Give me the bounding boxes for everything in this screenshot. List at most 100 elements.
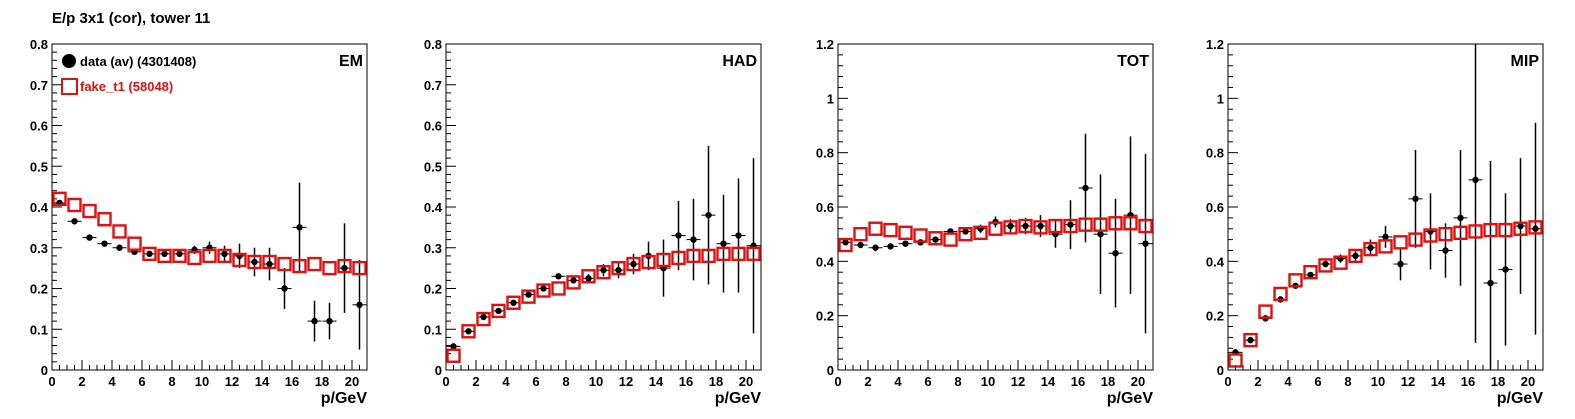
y-tick-label: 0.5 [30, 159, 48, 174]
fake-point [581, 269, 596, 284]
data-point [585, 275, 592, 282]
x-tick-label: 6 [532, 374, 539, 389]
y-tick-label: 1.2 [816, 37, 834, 52]
fake-point [1468, 224, 1483, 239]
fake-point [476, 311, 491, 327]
data-point [1367, 244, 1374, 251]
data-point [675, 232, 682, 239]
fake-point [853, 226, 868, 242]
fake-point [1303, 265, 1318, 280]
y-tick-label: 1 [1217, 91, 1224, 106]
y-tick-label: 0 [1217, 363, 1224, 378]
x-tick-label: 6 [924, 374, 931, 389]
legend: data (av) (4301408) fake_t1 (58048) [61, 54, 196, 95]
fake-point [611, 260, 626, 276]
x-tick-label: 20 [1521, 374, 1535, 389]
fake-point [277, 256, 292, 272]
fake-point [461, 324, 476, 339]
fake-point [1003, 220, 1018, 235]
fake-point [898, 225, 913, 241]
panel-had: 0 0.1 0.2 0.3 0.4 0.5 0.6 0.7 0.8 0 2 4 6 8 10 12 14 16 18… [424, 37, 762, 407]
fake-point [202, 248, 217, 264]
x-axis-label: p/GeV [715, 390, 762, 407]
plot-frame [837, 43, 1154, 371]
x-tick-label: 0 [442, 374, 449, 389]
fake-point [97, 212, 112, 227]
data-point [932, 236, 939, 243]
fake-point [1498, 222, 1513, 238]
x-tick-label: 14 [1041, 374, 1056, 389]
fake-point [1273, 286, 1288, 302]
data-point [1382, 233, 1389, 241]
data-point [1532, 225, 1539, 232]
x-tick-label: 0 [834, 374, 841, 389]
data-point [1352, 252, 1359, 260]
fake-point [292, 258, 307, 274]
data-point [720, 240, 727, 247]
x-tick-label: 16 [679, 374, 693, 389]
data-point [555, 273, 562, 280]
fake-point [1093, 217, 1108, 232]
fake-point [1378, 239, 1393, 254]
x-tick-label: 8 [562, 374, 569, 389]
data-point [1412, 195, 1419, 203]
data-point [540, 285, 547, 292]
fake-point [52, 191, 67, 207]
fake-point [1513, 221, 1528, 236]
fake-point [232, 252, 247, 268]
x-tick-label: 12 [225, 374, 239, 389]
data-point [525, 291, 532, 298]
fake-point [521, 289, 536, 304]
fake-point [82, 203, 97, 219]
y-tick-label: 0.6 [816, 200, 834, 215]
y-tick-label: 1 [827, 91, 834, 106]
y-tick-label: 0.4 [816, 254, 835, 269]
fake-point [1528, 220, 1543, 235]
panel-tot: 0 0.2 0.4 0.6 0.8 1 1.2 0 2 4 6 8 10 12 14 16 18 20p/GeV T… [816, 37, 1154, 407]
data-point [146, 250, 153, 258]
data-point [251, 258, 258, 266]
data-point [872, 244, 879, 251]
fake-point [322, 260, 337, 276]
data-point [600, 266, 607, 274]
fake-point [1408, 232, 1423, 247]
fake-point [1078, 217, 1093, 232]
legend-data-label: data (av) (4301408) [80, 54, 196, 69]
fake-point [731, 246, 746, 262]
data-point [1442, 247, 1449, 254]
x-tick-label: 16 [1071, 374, 1085, 389]
y-tick-label: 0.1 [424, 322, 442, 337]
y-tick-label: 0.1 [30, 322, 48, 337]
data-point [735, 232, 742, 239]
fake-point [1228, 353, 1243, 368]
fake-point [157, 248, 172, 264]
fake-point [1108, 216, 1123, 231]
fake-point [641, 254, 656, 270]
data-point [450, 343, 457, 350]
x-tick-label: 4 [502, 374, 510, 389]
fake-point [746, 246, 761, 262]
fake-point [716, 246, 731, 262]
x-tick-label: 8 [1344, 374, 1351, 389]
fake-point [1363, 241, 1378, 257]
fake-point [1393, 235, 1408, 250]
y-tick-label: 0.5 [424, 159, 442, 174]
data-point [221, 250, 228, 258]
fake-point [868, 221, 883, 236]
fake-point [1438, 226, 1453, 242]
data-point [842, 239, 849, 246]
fake-point [1243, 332, 1258, 348]
data-point [296, 224, 303, 231]
data-point [1322, 260, 1329, 268]
x-tick-label: 12 [1401, 374, 1415, 389]
x-tick-label: 18 [1101, 374, 1115, 389]
x-tick-label: 0 [1224, 374, 1231, 389]
data-point [1007, 222, 1014, 230]
x-tick-label: 2 [78, 374, 85, 389]
y-tick-label: 0.3 [30, 241, 48, 256]
data-point [495, 307, 502, 315]
y-tick-label: 0 [435, 363, 442, 378]
x-tick-label: 4 [894, 374, 902, 389]
x-tick-label: 14 [1431, 374, 1446, 389]
fake-point [112, 224, 127, 239]
